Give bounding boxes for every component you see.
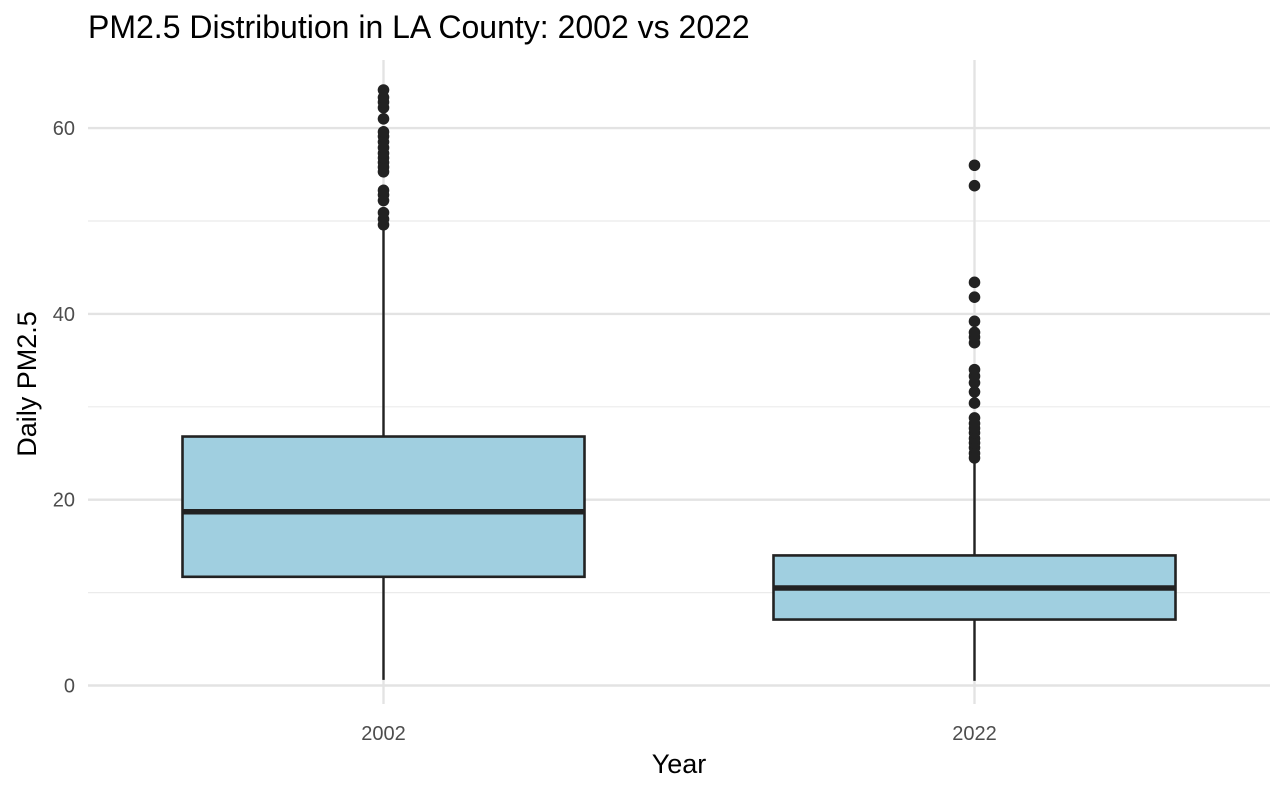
outlier-point	[968, 412, 981, 424]
chart-title: PM2.5 Distribution in LA County: 2002 vs…	[88, 9, 750, 45]
outlier-point	[968, 291, 981, 303]
outlier-point	[377, 184, 390, 197]
tick-labels: 0 20 40 60 2002 2022	[53, 118, 997, 745]
outlier-point	[968, 397, 981, 409]
y-axis-title: Daily PM2.5	[12, 311, 42, 457]
outlier-point	[377, 84, 390, 96]
y-tick-label: 20	[53, 490, 75, 512]
outlier-point	[968, 159, 981, 172]
outlier-point	[968, 386, 981, 398]
box-2002	[181, 84, 586, 680]
outlier-point	[968, 326, 981, 339]
x-axis-title: Year	[652, 749, 707, 779]
iqr-box	[181, 435, 586, 579]
box-2022	[772, 159, 1177, 681]
x-tick-label: 2022	[952, 723, 997, 745]
outlier-point	[968, 315, 981, 328]
outlier-point	[377, 126, 390, 138]
outlier-point	[968, 179, 981, 192]
outlier-point	[968, 276, 981, 289]
outlier-point	[377, 113, 390, 125]
x-tick-label: 2002	[361, 723, 406, 745]
y-tick-label: 40	[53, 304, 75, 326]
y-tick-label: 60	[53, 118, 75, 140]
y-tick-label: 0	[64, 676, 75, 698]
boxes	[181, 84, 1177, 681]
outlier-point	[968, 363, 981, 376]
outlier-point	[377, 206, 390, 219]
